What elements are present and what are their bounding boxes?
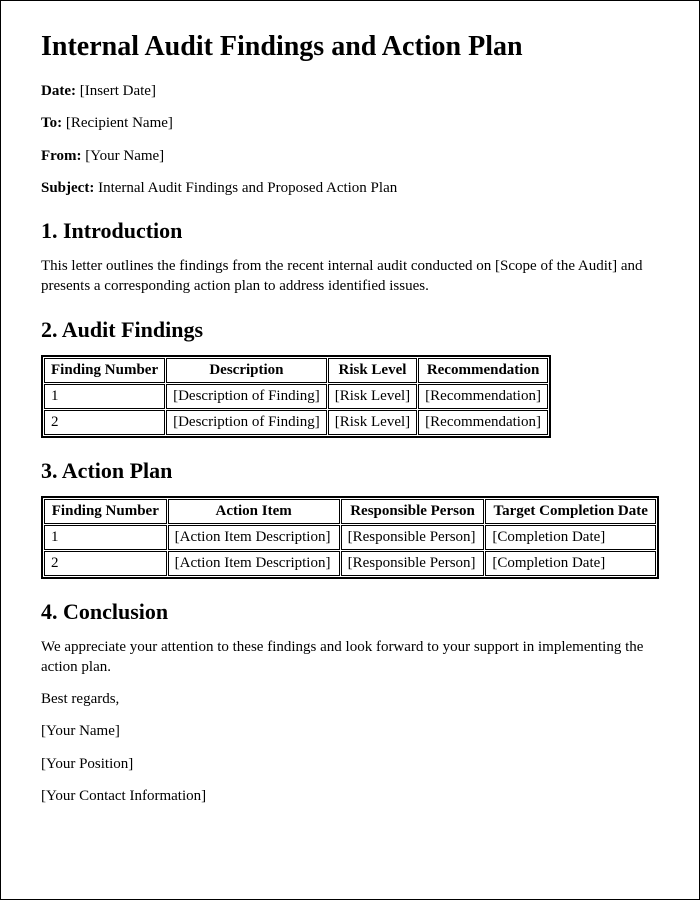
col-responsible-person: Responsible Person	[341, 499, 485, 524]
meta-from: From: [Your Name]	[41, 146, 659, 166]
cell: 2	[44, 551, 167, 576]
table-row: 2 [Action Item Description] [Responsible…	[44, 551, 656, 576]
col-finding-number: Finding Number	[44, 499, 167, 524]
date-label: Date:	[41, 83, 76, 99]
col-risk-level: Risk Level	[328, 358, 417, 383]
cell: [Completion Date]	[485, 551, 656, 576]
signature-name: [Your Name]	[41, 721, 659, 741]
cell: [Responsible Person]	[341, 525, 485, 550]
to-value: [Recipient Name]	[66, 115, 173, 131]
findings-table: Finding Number Description Risk Level Re…	[41, 355, 551, 438]
table-row: 1 [Description of Finding] [Risk Level] …	[44, 384, 548, 409]
section-conclusion-heading: 4. Conclusion	[41, 599, 659, 625]
section-conclusion-body: We appreciate your attention to these fi…	[41, 637, 659, 678]
col-target-date: Target Completion Date	[485, 499, 656, 524]
cell: [Risk Level]	[328, 410, 417, 435]
section-introduction-heading: 1. Introduction	[41, 218, 659, 244]
cell: [Description of Finding]	[166, 410, 327, 435]
section-action-plan-heading: 3. Action Plan	[41, 458, 659, 484]
cell: 2	[44, 410, 165, 435]
from-value: [Your Name]	[85, 148, 164, 164]
cell: [Recommendation]	[418, 384, 548, 409]
table-row: 2 [Description of Finding] [Risk Level] …	[44, 410, 548, 435]
section-findings-heading: 2. Audit Findings	[41, 317, 659, 343]
table-header-row: Finding Number Description Risk Level Re…	[44, 358, 548, 383]
cell: [Action Item Description]	[168, 525, 340, 550]
cell: [Risk Level]	[328, 384, 417, 409]
meta-to: To: [Recipient Name]	[41, 113, 659, 133]
section-introduction-body: This letter outlines the findings from t…	[41, 256, 659, 297]
col-description: Description	[166, 358, 327, 383]
table-row: 1 [Action Item Description] [Responsible…	[44, 525, 656, 550]
meta-date: Date: [Insert Date]	[41, 81, 659, 101]
date-value: [Insert Date]	[80, 83, 156, 99]
cell: [Description of Finding]	[166, 384, 327, 409]
col-action-item: Action Item	[168, 499, 340, 524]
col-recommendation: Recommendation	[418, 358, 548, 383]
signature-contact: [Your Contact Information]	[41, 786, 659, 806]
cell: [Recommendation]	[418, 410, 548, 435]
subject-value: Internal Audit Findings and Proposed Act…	[98, 180, 397, 196]
from-label: From:	[41, 148, 82, 164]
subject-label: Subject:	[41, 180, 94, 196]
meta-subject: Subject: Internal Audit Findings and Pro…	[41, 178, 659, 198]
document-page: Internal Audit Findings and Action Plan …	[0, 0, 700, 900]
cell: [Action Item Description]	[168, 551, 340, 576]
to-label: To:	[41, 115, 62, 131]
col-finding-number: Finding Number	[44, 358, 165, 383]
cell: 1	[44, 525, 167, 550]
cell: 1	[44, 384, 165, 409]
cell: [Completion Date]	[485, 525, 656, 550]
cell: [Responsible Person]	[341, 551, 485, 576]
closing: Best regards,	[41, 689, 659, 709]
table-header-row: Finding Number Action Item Responsible P…	[44, 499, 656, 524]
page-title: Internal Audit Findings and Action Plan	[41, 31, 659, 63]
action-plan-table: Finding Number Action Item Responsible P…	[41, 496, 659, 579]
signature-position: [Your Position]	[41, 754, 659, 774]
